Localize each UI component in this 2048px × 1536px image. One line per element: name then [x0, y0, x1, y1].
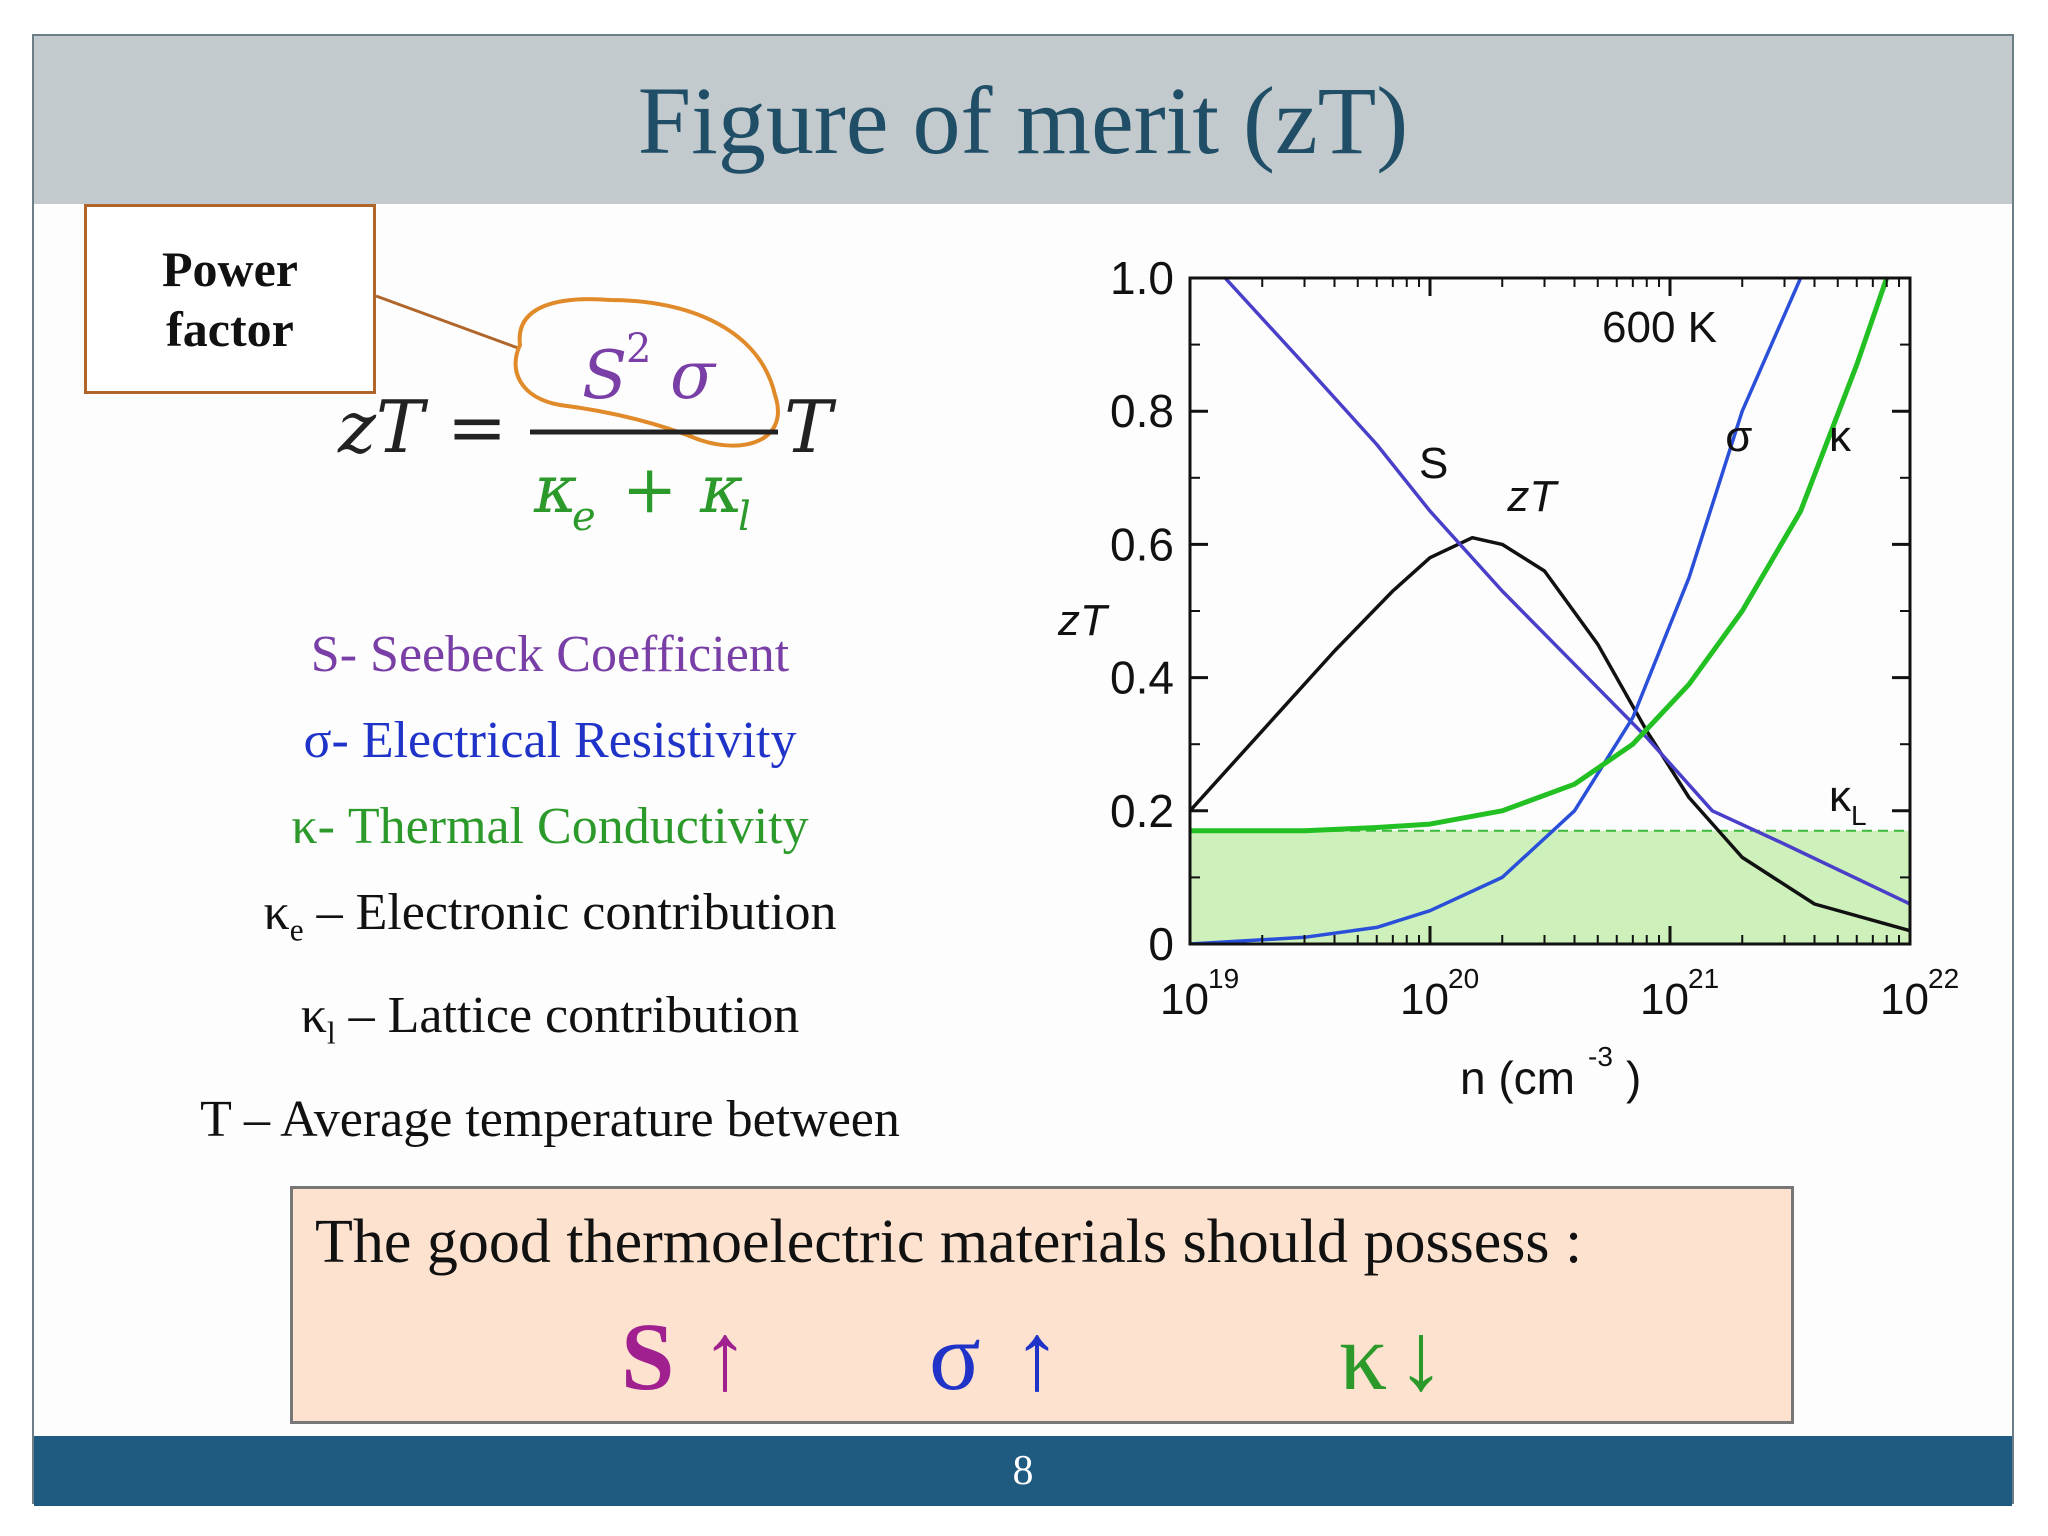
series-line-2 — [1190, 278, 1803, 944]
series-line-1 — [1223, 278, 1910, 906]
slide-title: Figure of merit (zT) — [637, 66, 1409, 174]
formula-kappa-e-sub: e — [572, 494, 596, 540]
footer-bar: 8 — [34, 1436, 2012, 1506]
curve-label-3: κ — [1829, 412, 1852, 461]
x-axis-label-close: ) — [1626, 1052, 1641, 1104]
formula-kappa-e: κ — [533, 451, 577, 528]
x-axis-label-exponent: -3 — [1588, 1041, 1613, 1072]
lattice-band — [1190, 830, 1910, 944]
y-tick-label-5: 1.0 — [1110, 252, 1174, 304]
callout-line-1: Power — [161, 241, 299, 297]
x-tick-label-0: 10 — [1160, 975, 1209, 1024]
s-symbol: S — [621, 1303, 675, 1410]
sigma-symbol: σ — [929, 1303, 981, 1410]
kl-symbol: κ — [300, 987, 327, 1045]
callout-line-2: factor — [166, 301, 294, 357]
series-group — [1190, 278, 1910, 944]
x-tick-label-1: 10 — [1400, 975, 1449, 1024]
x-tick-label-3: 10 — [1880, 975, 1929, 1024]
series-line-0 — [1190, 535, 1910, 933]
x-axis-label: n (cm — [1460, 1052, 1575, 1104]
temperature-annotation: 600 K — [1602, 303, 1717, 352]
ke-symbol: κ — [263, 884, 290, 941]
formula-sigma: σ — [670, 337, 717, 414]
formula-kappa-l: κ — [699, 451, 743, 528]
curve-label-1: zT — [1506, 472, 1559, 521]
definition-kappa-l: κl – Lattice contribution — [120, 973, 980, 1076]
power-factor-callout: Power factor — [84, 204, 376, 394]
y-tick-label-3: 0.6 — [1110, 518, 1174, 570]
kappa-symbol: κ — [1339, 1303, 1388, 1410]
title-bar — [34, 36, 2012, 204]
sigma-up-arrow: ↑ — [1013, 1303, 1061, 1410]
y-tick-label-1: 0.2 — [1110, 785, 1174, 837]
definition-kappa: κ- Thermal Conductivity — [291, 798, 809, 855]
series-line-3 — [1190, 278, 1890, 834]
x-tick-exponent-0: 19 — [1208, 963, 1239, 994]
conclusion-box: The good thermoelectric materials should… — [290, 1186, 1794, 1424]
definition-temperature-1: T – Average temperature between — [200, 1090, 900, 1148]
formula-exponent: 2 — [626, 326, 651, 372]
kl-sub: l — [327, 1015, 336, 1051]
definitions-list: S- Seebeck Coefficient σ- Electrical Res… — [120, 612, 980, 1249]
x-tick-exponent-2: 21 — [1688, 963, 1719, 994]
formula-kappa-l-sub: l — [738, 494, 751, 540]
formula-T: T — [784, 385, 837, 469]
conclusion-statement: The good thermoelectric materials should… — [315, 1208, 1583, 1276]
x-tick-exponent-1: 20 — [1448, 963, 1479, 994]
page-number: 8 — [1012, 1448, 1034, 1494]
formula-lhs: zT = — [337, 385, 507, 469]
formula-svg: zT = S 2 σ κ e + κ l T — [337, 326, 837, 540]
definition-kappa-e: κe – Electronic contribution — [120, 870, 980, 973]
curve-label-sub-4: L — [1851, 800, 1867, 831]
curve-label-0: S — [1419, 439, 1448, 488]
callout-connector — [375, 294, 519, 350]
zt-formula: zT = S 2 σ κ e + κ l T — [320, 290, 880, 560]
kappa-down-arrow: ↓ — [1397, 1303, 1445, 1410]
ke-text: – Electronic contribution — [303, 884, 837, 941]
x-tick-exponent-3: 22 — [1928, 963, 1959, 994]
y-tick-label-0: 0 — [1148, 918, 1174, 970]
y-tick-label-4: 0.8 — [1110, 385, 1174, 437]
s-up-arrow: ↑ — [701, 1303, 749, 1410]
x-tick-label-2: 10 — [1640, 975, 1689, 1024]
curve-label-2: σ — [1725, 412, 1752, 461]
formula-S: S — [582, 337, 627, 414]
zt-chart: 0 0.2 0.4 0.6 0.8 1.0 10 19 10 20 10 21 10 22 zT n (cm -… — [1000, 230, 2000, 1130]
definition-seebeck: S- Seebeck Coefficient — [310, 626, 790, 683]
ke-sub: e — [289, 912, 304, 948]
y-axis-label: zT — [1057, 596, 1110, 645]
definition-sigma: σ- Electrical Resistivity — [303, 712, 797, 769]
y-tick-label-2: 0.4 — [1110, 652, 1174, 704]
formula-plus: + — [622, 451, 677, 528]
curve-label-4: κ — [1829, 772, 1852, 821]
kl-text: – Lattice contribution — [335, 987, 800, 1045]
